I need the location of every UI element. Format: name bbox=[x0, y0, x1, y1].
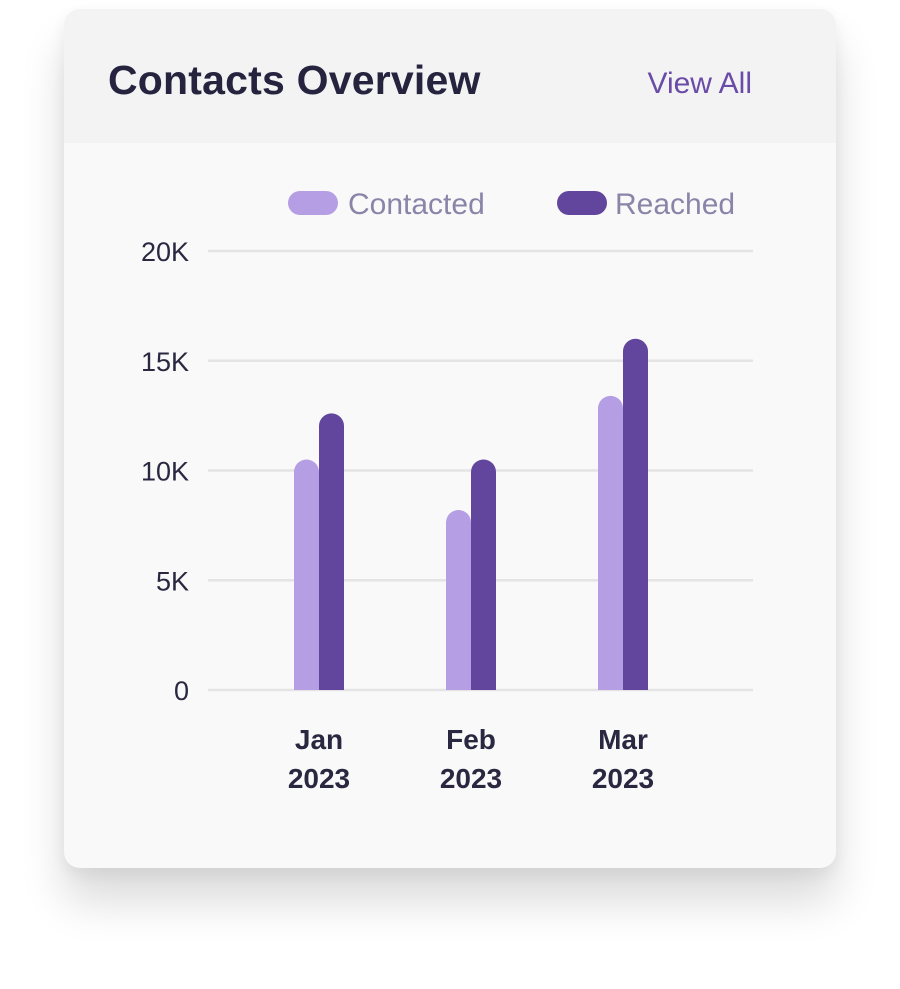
y-tick-label: 15K bbox=[141, 347, 189, 377]
view-all-link[interactable]: View All bbox=[647, 67, 752, 100]
bar-reached-mar[interactable] bbox=[623, 338, 648, 690]
bar-reached-feb[interactable] bbox=[471, 459, 496, 690]
bar-reached-jan[interactable] bbox=[319, 413, 344, 690]
x-category-label: Feb bbox=[446, 724, 496, 755]
bars bbox=[294, 338, 648, 690]
card-title: Contacts Overview bbox=[108, 57, 481, 103]
y-axis-ticks: 0 5K 10K 15K 20K bbox=[141, 237, 189, 706]
x-category-label: 2023 bbox=[288, 763, 350, 794]
y-tick-label: 10K bbox=[141, 457, 189, 487]
card-header: Contacts Overview View All bbox=[64, 9, 836, 143]
bar-contacted-jan[interactable] bbox=[294, 459, 319, 690]
y-tick-label: 0 bbox=[174, 676, 189, 706]
bar-contacted-mar[interactable] bbox=[598, 395, 623, 690]
legend-swatch-reached bbox=[557, 191, 607, 215]
x-category-label: 2023 bbox=[592, 763, 654, 794]
x-category-label: Mar bbox=[598, 724, 648, 755]
y-tick-label: 20K bbox=[141, 237, 189, 267]
bar-contacted-feb[interactable] bbox=[446, 510, 471, 690]
legend-label-contacted: Contacted bbox=[348, 188, 485, 221]
legend-swatch-contacted bbox=[288, 191, 338, 215]
legend-label-reached: Reached bbox=[615, 188, 735, 221]
legend: Contacted Reached bbox=[288, 188, 735, 221]
x-category-label: Jan bbox=[295, 724, 343, 755]
x-category-label: 2023 bbox=[440, 763, 502, 794]
x-axis-categories: Jan 2023 Feb 2023 Mar 2023 bbox=[288, 724, 654, 794]
contacts-bar-chart: 0 5K 10K 15K 20K Jan 2023 Feb 2023 Mar 2023 Conta… bbox=[141, 188, 753, 794]
contacts-overview-card: Contacts Overview View All 0 5K 10K 15K 20K … bbox=[64, 9, 836, 868]
y-tick-label: 5K bbox=[156, 566, 189, 596]
